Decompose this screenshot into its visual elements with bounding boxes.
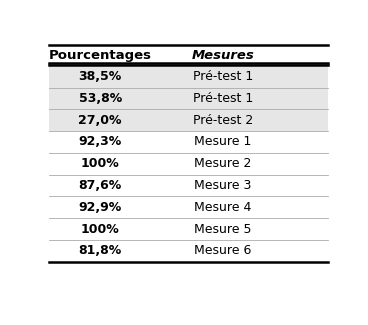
Bar <box>49 87 328 109</box>
Text: 100%: 100% <box>81 223 120 236</box>
Bar <box>49 131 328 153</box>
Text: Pré-test 2: Pré-test 2 <box>193 114 253 127</box>
Text: 92,9%: 92,9% <box>78 201 122 214</box>
Bar <box>49 109 328 131</box>
Text: 27,0%: 27,0% <box>78 114 122 127</box>
Bar <box>49 175 328 196</box>
Text: 87,6%: 87,6% <box>78 179 122 192</box>
Bar <box>49 66 328 87</box>
Text: Pré-test 1: Pré-test 1 <box>193 92 253 105</box>
Text: Mesure 2: Mesure 2 <box>194 157 251 170</box>
Text: Pré-test 1: Pré-test 1 <box>193 70 253 83</box>
Text: Pourcentages: Pourcentages <box>49 49 152 62</box>
Text: 38,5%: 38,5% <box>78 70 122 83</box>
Text: 81,8%: 81,8% <box>78 244 122 257</box>
Text: Mesure 5: Mesure 5 <box>194 223 252 236</box>
Bar <box>49 196 328 218</box>
Text: Mesure 6: Mesure 6 <box>194 244 251 257</box>
Bar <box>49 240 328 262</box>
Text: Mesures: Mesures <box>191 49 254 62</box>
Text: Mesure 3: Mesure 3 <box>194 179 251 192</box>
Text: 92,3%: 92,3% <box>78 136 122 149</box>
Text: 100%: 100% <box>81 157 120 170</box>
Text: Mesure 1: Mesure 1 <box>194 136 251 149</box>
Text: Mesure 4: Mesure 4 <box>194 201 251 214</box>
Text: 53,8%: 53,8% <box>78 92 122 105</box>
Bar <box>49 45 328 66</box>
Bar <box>49 153 328 175</box>
Bar <box>49 218 328 240</box>
